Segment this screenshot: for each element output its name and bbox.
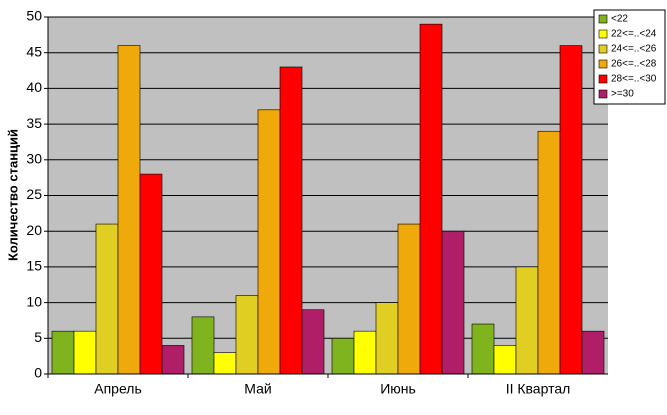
bar (419, 23, 443, 375)
legend-swatch (598, 74, 608, 84)
legend-label: 24<=..<26 (611, 44, 657, 55)
bar (375, 302, 399, 375)
bar (213, 352, 237, 375)
y-tick-label: 5 (34, 329, 42, 345)
bar (257, 109, 281, 375)
bar (161, 345, 185, 375)
bar (301, 309, 325, 375)
legend-swatch (598, 59, 608, 69)
bar (117, 45, 141, 375)
x-tick-label: Май (244, 381, 271, 397)
bar (353, 330, 377, 375)
legend-label: 26<=..<28 (611, 59, 657, 70)
x-tick-label: Апрель (94, 381, 142, 397)
bar (471, 323, 495, 375)
bar (235, 295, 259, 375)
legend-label: 28<=..<30 (611, 74, 657, 85)
bar (191, 316, 215, 375)
bar (441, 230, 465, 375)
bar (51, 330, 75, 375)
bar (139, 173, 163, 375)
y-tick-label: 50 (26, 8, 42, 24)
y-tick-label: 15 (26, 258, 42, 274)
legend-box (593, 9, 666, 105)
legend-swatch (598, 14, 608, 24)
y-axis-label: Количество станций (5, 129, 20, 261)
legend-label: >=30 (611, 89, 634, 100)
x-tick-label: II Квартал (506, 381, 571, 397)
legend-swatch (598, 44, 608, 54)
legend-swatch (598, 89, 608, 99)
bar (331, 337, 355, 375)
bar (95, 223, 119, 375)
y-tick-label: 25 (26, 186, 42, 202)
y-tick-label: 20 (26, 222, 42, 238)
y-tick-label: 35 (26, 115, 42, 131)
y-tick-label: 0 (34, 365, 42, 381)
y-tick-label: 40 (26, 79, 42, 95)
y-tick-label: 30 (26, 151, 42, 167)
bar (397, 223, 421, 375)
bar (279, 66, 303, 375)
bar (73, 330, 97, 375)
legend-label: <22 (611, 14, 628, 25)
x-tick-label: Июнь (380, 381, 416, 397)
y-tick-label: 10 (26, 293, 42, 309)
legend-label: 22<=..<24 (611, 29, 657, 40)
legend-swatch (598, 29, 608, 39)
legend: <22 22<=..<24 24<=..<26 26<=..<28 28<=..<30 >… (593, 9, 666, 105)
bar (493, 345, 517, 375)
bar (581, 330, 605, 375)
bar (515, 266, 539, 375)
bar (537, 130, 561, 375)
y-tick-label: 45 (26, 43, 42, 59)
bar (559, 45, 583, 375)
